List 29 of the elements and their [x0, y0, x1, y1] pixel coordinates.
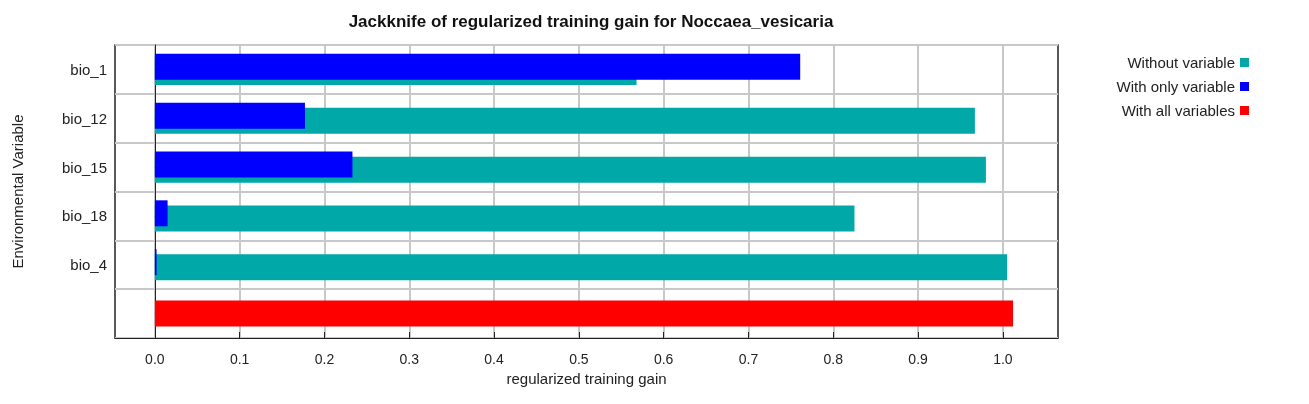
- x-tick-label: 0.2: [314, 351, 335, 367]
- legend-label: Without variable: [1127, 54, 1235, 71]
- bar: [154, 200, 168, 227]
- bar: [154, 53, 801, 80]
- x-axis-title: regularized training gain: [506, 369, 667, 387]
- legend-label: With all variables: [1121, 102, 1235, 119]
- x-tick-label: 0.0: [145, 351, 165, 367]
- bar: [154, 102, 305, 129]
- bar: [154, 205, 855, 232]
- x-tick-label: 0.9: [908, 351, 929, 367]
- bar: [154, 300, 1014, 327]
- x-tick-label: 0.4: [484, 351, 505, 367]
- x-tick-label: 0.1: [229, 351, 250, 367]
- y-tick-label: bio_15: [61, 158, 107, 176]
- chart-title: Jackknife of regularized training gain for Noccaea_vesicaria: [348, 12, 834, 31]
- x-tick-label: 0.6: [653, 351, 674, 367]
- x-tick-label: 0.5: [569, 351, 589, 367]
- bar: [154, 254, 1008, 281]
- x-tick-label: 0.8: [823, 351, 844, 367]
- y-tick-label: bio_1: [70, 60, 107, 78]
- y-tick-label: bio_18: [61, 207, 107, 225]
- y-axis-title: Environmental Variable: [9, 114, 26, 269]
- x-tick-label: 0.7: [738, 351, 759, 367]
- y-tick-label: bio_12: [61, 109, 107, 127]
- x-tick-label: 1.0: [993, 351, 1013, 367]
- legend-label: With only variable: [1116, 78, 1235, 95]
- x-tick-label: 0.3: [399, 351, 420, 367]
- y-tick-label: bio_4: [70, 256, 107, 274]
- bar: [154, 151, 353, 178]
